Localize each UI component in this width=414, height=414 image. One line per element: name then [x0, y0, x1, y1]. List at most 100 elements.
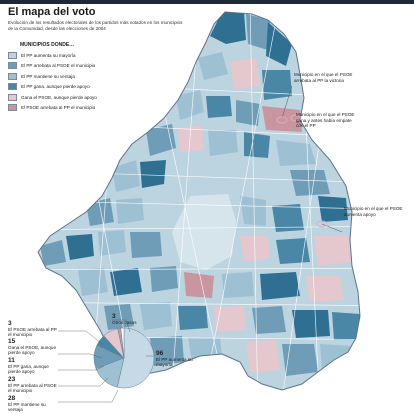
municipality: [272, 204, 304, 232]
summary-pie-chart: [93, 327, 155, 389]
legend-swatch: [8, 104, 17, 112]
pie-label-pp-flip: 23 El PP arrebata al PSOE el municipio: [8, 376, 58, 394]
municipality: [214, 306, 246, 332]
pie-leader: [58, 377, 109, 387]
header-bar: [0, 0, 414, 4]
pie-label-pp-lose: 11 El PP gana, aunque pierde apoyo: [8, 357, 58, 375]
municipality: [178, 126, 204, 152]
municipality: [266, 22, 292, 66]
annotation-text: Municipio en el que el PSOE gana y antes…: [296, 112, 355, 129]
pie-label-others: 3 Otros casos: [112, 313, 150, 325]
legend: El PP aumenta su mayoría El PP arrebata …: [8, 50, 114, 113]
municipality: [78, 268, 108, 296]
municipality: [198, 52, 228, 80]
annotation-leader: [321, 223, 343, 233]
pie-label-value: 28: [8, 395, 16, 402]
municipality: [282, 344, 318, 376]
municipality: [262, 106, 302, 132]
annotation-marker: [316, 220, 328, 228]
municipality: [150, 266, 178, 292]
municipality: [112, 160, 140, 192]
municipality: [260, 272, 300, 300]
pie-label-text: El PP gana, aunque pierde apoyo: [8, 364, 49, 375]
municipality: [240, 196, 266, 226]
pie-label-text: El PP arrebata al PSOE el municipio: [8, 383, 57, 394]
municipality: [320, 344, 350, 370]
municipality: [292, 310, 330, 338]
pie-label-value: 15: [8, 338, 16, 345]
legend-label: El PSOE arrebata al PP el municipio: [21, 105, 96, 111]
legend-item-psoe-hold: Gana el PSOE, aunque pierde apoyo: [8, 92, 114, 103]
municipality: [306, 276, 344, 302]
municipality: [176, 90, 204, 120]
legend-item-pp-flip: El PP arrebata al PSOE el municipio: [8, 61, 114, 72]
municipality: [184, 272, 214, 298]
municipality: [314, 236, 352, 266]
legend-item-pp-lose: El PP gana, aunque pierde apoyo: [8, 82, 114, 93]
municipality: [178, 306, 208, 330]
municipality: [140, 302, 172, 330]
municipality: [332, 312, 360, 340]
pie-slice: [120, 327, 125, 359]
municipality: [276, 238, 310, 264]
annotation-marker: [290, 114, 302, 122]
municipality: [246, 340, 280, 372]
legend-swatch: [8, 72, 17, 80]
annotation-psoe-support: Municipio en el que el PSOE aumenta apoy…: [344, 206, 408, 217]
municipality: [222, 272, 254, 298]
pie-leader: [58, 389, 119, 403]
legend-label: Gana el PSOE, aunque pierde apoyo: [21, 94, 97, 100]
municipality: [230, 58, 260, 90]
pie-leader: [58, 353, 103, 359]
municipality: [104, 304, 134, 330]
pie-label-value: 3: [8, 320, 12, 327]
municipality: [262, 70, 292, 100]
municipality: [98, 230, 126, 256]
municipality: [246, 14, 270, 50]
pie-label-value: 3: [112, 313, 116, 320]
municipality: [276, 140, 316, 166]
pie-label-value: 11: [8, 357, 15, 364]
municipality: [206, 96, 232, 118]
legend-item-pp-gain: El PP aumenta su mayoría: [8, 50, 114, 61]
annotation-psoe-tie: Municipio en el que el PSOE gana y antes…: [296, 112, 358, 129]
legend-item-psoe-flip: El PSOE arrebata al PP el municipio: [8, 103, 114, 114]
page-subtitle: Evolución de los resultados electorales …: [8, 20, 183, 31]
legend-label: El PP gana, aunque pierde apoyo: [21, 84, 90, 90]
municipality: [110, 268, 142, 296]
pie-label-value: 23: [8, 376, 16, 383]
municipality: [150, 336, 184, 366]
legend-title: MUNICIPIOS DONDE…: [20, 42, 75, 48]
municipality: [116, 198, 144, 224]
annotation-text: Municipio en el que el PSOE arrebata al …: [294, 72, 353, 83]
municipality-madrid: [172, 194, 236, 270]
municipality: [244, 132, 270, 158]
municipality: [210, 12, 246, 44]
pie-leader: [58, 330, 103, 345]
legend-label: El PP mantiene su ventaja: [21, 73, 75, 79]
annotation-marker: [276, 116, 288, 124]
pie-label-psoe-flip: 3 El PSOE arrebata al PP el municipio: [8, 320, 58, 338]
legend-label: El PP arrebata al PSOE el municipio: [21, 63, 96, 69]
municipality: [130, 232, 162, 258]
pie-label-text: El PSOE arrebata al PP el municipio: [8, 327, 57, 338]
municipality: [318, 196, 348, 222]
legend-swatch: [8, 93, 17, 101]
annotation-text: Municipio en el que el PSOE aumenta apoy…: [344, 206, 403, 217]
municipality: [252, 306, 286, 334]
pie-label-text: Gana el PSOE, aunque pierde apoyo: [8, 345, 57, 356]
pie-label-pp-hold: 28 El PP mantiene su ventaja: [8, 395, 58, 413]
pie-slice: [116, 327, 155, 389]
pie-label-text: El PP mantiene su ventaja: [8, 402, 46, 413]
pie-leader: [58, 365, 105, 371]
municipality: [140, 160, 166, 188]
pie-label-text: El PP aumenta su mayoría: [156, 357, 193, 368]
annotation-leader: [281, 85, 293, 119]
legend-swatch: [8, 83, 17, 91]
pie-label-psoe-hold: 15 Gana el PSOE, aunque pierde apoyo: [8, 338, 58, 356]
pie-leader: [112, 319, 131, 333]
pie-label-pp-gain: 96 El PP aumenta su mayoría: [156, 350, 208, 368]
municipality: [236, 100, 260, 126]
pie-label-text: Otros casos: [112, 320, 137, 325]
